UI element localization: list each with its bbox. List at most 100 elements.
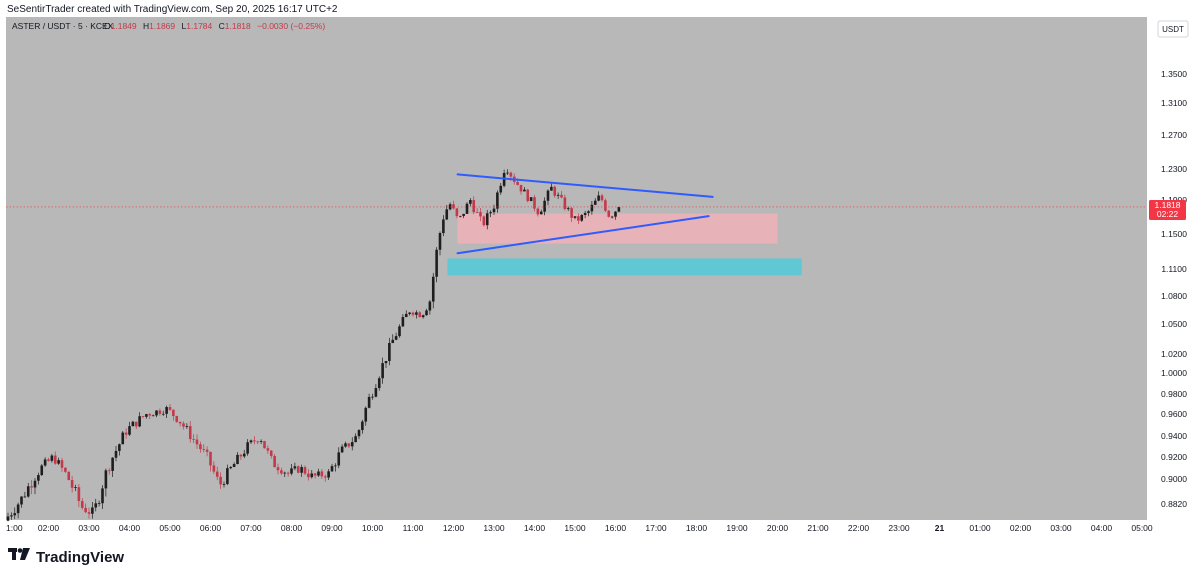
candle — [145, 413, 148, 419]
candle — [33, 477, 37, 495]
tradingview-brand-text: TradingView — [36, 548, 125, 566]
candle — [469, 198, 472, 207]
currency-badge[interactable]: USDT — [1157, 20, 1189, 38]
time-axis-label: 14:00 — [524, 523, 546, 533]
candle — [273, 454, 276, 468]
candle — [354, 433, 357, 443]
candle — [280, 467, 283, 475]
time-axis-label: 05:00 — [1131, 523, 1153, 533]
time-axis-label: 02:00 — [38, 523, 60, 533]
candle — [452, 200, 455, 210]
candle — [199, 441, 202, 453]
candle — [128, 421, 131, 436]
candle — [124, 428, 128, 439]
candle — [428, 299, 432, 315]
candle — [57, 457, 60, 465]
legend-close-value: 1.1818 — [225, 21, 251, 31]
candle — [239, 453, 243, 460]
candle — [479, 207, 482, 222]
candle — [151, 414, 155, 417]
time-axis-label: 11:00 — [403, 523, 424, 533]
candle — [94, 498, 98, 512]
candle — [80, 497, 84, 510]
candle — [391, 334, 395, 344]
candle — [256, 440, 260, 445]
candle — [249, 439, 253, 444]
candle — [168, 404, 172, 412]
time-axis-label: 23:00 — [888, 523, 910, 533]
candle — [64, 467, 67, 474]
candle — [374, 384, 378, 398]
candle — [212, 461, 216, 475]
price-chart[interactable]: 1.35001.31001.27001.23001.19001.15001.11… — [6, 17, 1193, 537]
candle — [101, 485, 104, 509]
price-axis-label: 1.3500 — [1161, 69, 1187, 79]
chart-area[interactable]: 1.35001.31001.27001.23001.19001.15001.11… — [6, 17, 1193, 537]
candle — [246, 439, 249, 456]
price-axis-label: 0.9200 — [1161, 452, 1187, 462]
candle — [327, 469, 330, 481]
candle — [556, 192, 560, 199]
candle — [357, 429, 361, 440]
candle — [455, 207, 459, 219]
candle — [70, 475, 74, 493]
candle — [458, 215, 462, 218]
candle — [442, 215, 445, 237]
candle — [323, 474, 327, 482]
candle — [26, 482, 30, 498]
candle — [597, 191, 600, 202]
candle — [344, 441, 347, 448]
candle — [563, 194, 567, 211]
candle — [313, 472, 317, 479]
candle — [550, 183, 553, 191]
trendline-upper[interactable] — [456, 173, 714, 198]
legend-low-value: 1.1784 — [186, 21, 212, 31]
candle — [286, 471, 290, 477]
candle — [350, 437, 354, 451]
candle — [138, 412, 141, 428]
candle — [43, 457, 47, 467]
candle — [97, 500, 101, 507]
price-axis-label: 0.9600 — [1161, 409, 1187, 419]
candle — [475, 208, 479, 213]
footer-brand: TradingView — [8, 548, 124, 566]
candle — [10, 512, 13, 520]
candle — [30, 479, 33, 495]
candle — [573, 216, 577, 220]
candle — [60, 457, 64, 472]
candle — [6, 512, 10, 522]
candle — [37, 472, 40, 485]
candle — [604, 198, 607, 212]
candle — [310, 470, 314, 479]
candle — [296, 465, 300, 474]
time-axis-label: 15:00 — [564, 523, 586, 533]
candle — [482, 215, 486, 227]
time-axis-label: 07:00 — [240, 523, 262, 533]
time-axis-label: 01:00 — [969, 523, 991, 533]
time-axis-label: 18:00 — [686, 523, 708, 533]
candle — [87, 507, 91, 519]
last-price-value: 1.1818 — [1155, 200, 1181, 210]
tradingview-logo-icon — [8, 548, 30, 566]
trendline-lower[interactable] — [456, 215, 710, 255]
candle — [134, 421, 138, 430]
candle — [415, 310, 418, 319]
candle — [131, 420, 135, 427]
candle — [158, 408, 162, 416]
candle — [600, 193, 604, 202]
candle — [161, 410, 165, 416]
candle — [232, 462, 236, 468]
candle — [472, 196, 476, 215]
time-axis-label: 06:00 — [200, 523, 222, 533]
price-axis-label: 1.2700 — [1161, 130, 1187, 140]
candle — [506, 169, 509, 176]
candle — [283, 471, 287, 478]
time-axis-label: 1:00 — [6, 523, 23, 533]
candle — [188, 421, 192, 443]
candle — [334, 463, 337, 472]
candle — [607, 209, 611, 218]
candle — [590, 201, 594, 215]
candle — [16, 502, 20, 519]
candle — [533, 194, 536, 212]
candle — [229, 466, 233, 470]
